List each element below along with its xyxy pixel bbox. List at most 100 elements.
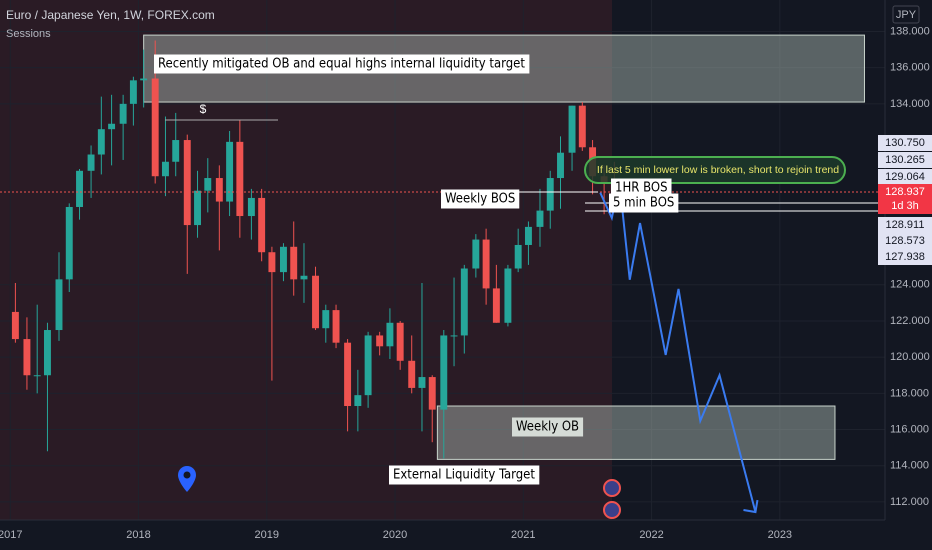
candle-body (364, 335, 372, 396)
price-label: 128.911 (886, 219, 925, 231)
price-label: 130.265 (885, 154, 925, 166)
candle-body (194, 190, 201, 226)
candle-body (428, 377, 436, 410)
x-tick-label: 2021 (511, 529, 535, 541)
projection-arrow (743, 499, 759, 514)
price-label-bg (878, 233, 932, 249)
y-tick-label: 120.000 (890, 351, 930, 363)
candle-body (76, 170, 83, 207)
subtitle: Sessions (6, 28, 51, 40)
candle-body (322, 310, 330, 329)
candle-body (472, 239, 480, 269)
candle-body (492, 288, 500, 323)
countdown-bg (878, 198, 932, 214)
currency: JPY (896, 9, 917, 21)
candle-body (332, 310, 340, 343)
session-shade (0, 0, 612, 520)
candle-body (504, 268, 512, 323)
price-label-bg (878, 249, 932, 265)
x-tick-label: 2023 (768, 529, 792, 541)
candle-body (344, 342, 352, 407)
y-tick-label: 116.000 (890, 423, 929, 435)
zone-label: Weekly OB (516, 420, 579, 435)
axes: 138.000 136.000 134.000 124.000 122.000 120.0… (0, 25, 932, 541)
candle-body (268, 252, 276, 273)
candle-body (247, 197, 255, 217)
candle-body (418, 377, 426, 388)
candle-body (258, 197, 266, 253)
x-tick-label: 2020 (383, 529, 407, 541)
candle-body (140, 78, 148, 81)
x-tick-label: 2019 (255, 529, 279, 541)
candle-body (376, 335, 384, 347)
candle-body (161, 161, 169, 177)
candle-body (568, 105, 576, 153)
x-tick-label: 2018 (126, 529, 150, 541)
candle-body (524, 226, 532, 245)
candle-body (87, 154, 95, 171)
y-tick-label: 112.000 (890, 496, 929, 508)
candle-body (482, 239, 490, 289)
candle-body (279, 246, 287, 273)
candle-body (183, 140, 191, 226)
currency-box (892, 5, 920, 24)
external-liquidity: External Liquidity Target (393, 468, 535, 483)
location-icon (178, 466, 196, 492)
candle-body (11, 311, 19, 340)
y-tick-label: 114.000 (890, 460, 929, 472)
candle-body (43, 330, 51, 376)
candle-body (65, 206, 73, 280)
candle-body (172, 140, 180, 162)
price-label-bg (878, 169, 932, 185)
candle-body (215, 178, 223, 202)
hr-bos: 1HR BOS (615, 181, 668, 196)
y-tick-label: 138.000 (890, 25, 930, 37)
price-label-bg (878, 135, 932, 151)
location-icon-dot (183, 471, 191, 479)
x-tick-label: 2017 (0, 529, 23, 541)
price-label: 127.938 (885, 251, 925, 263)
candle-body (97, 129, 105, 155)
note-text: If last 5 min lower low is broken, short… (597, 164, 839, 176)
chart-title: Euro / Japanese Yen, 1W, FOREX.com (6, 8, 215, 22)
price-label: 128.937 (885, 186, 925, 198)
candle-body (204, 178, 212, 191)
event-icon[interactable] (603, 501, 621, 519)
candle-body (578, 105, 586, 148)
candle-body (312, 275, 319, 329)
label-bg (609, 193, 679, 213)
label-bg (389, 465, 540, 485)
event-icon[interactable] (603, 479, 621, 497)
candle-body (440, 335, 448, 410)
candle-body (151, 78, 159, 177)
candle-body (354, 395, 362, 407)
y-tick-label: 124.000 (890, 279, 930, 291)
candles (11, 40, 618, 459)
price-axis (885, 0, 932, 550)
zone-label: Recently mitigated OB and equal highs in… (158, 57, 525, 72)
price-label-bg (878, 217, 932, 233)
candle-body (226, 141, 234, 202)
candle-body (290, 246, 298, 280)
y-tick-label: 136.000 (890, 62, 930, 74)
y-tick-label: 134.000 (890, 98, 930, 110)
candle-body (300, 275, 308, 280)
candle-body (450, 335, 458, 337)
candle-body (386, 322, 394, 347)
dollar-label: $ (200, 102, 207, 116)
candle-body (129, 80, 137, 104)
candle-body (408, 360, 416, 388)
candle-body (396, 322, 404, 361)
label-bg (611, 178, 672, 198)
y-tick-label: 122.000 (890, 315, 930, 327)
weekly-bos: Weekly BOS (445, 192, 515, 207)
price-label-bg (878, 184, 932, 200)
candle-body (536, 210, 544, 227)
candle-body (546, 178, 554, 211)
price-label: 128.573 (885, 235, 925, 247)
candle-body (236, 141, 244, 217)
countdown: 1d 3h (891, 200, 919, 212)
candle-body (557, 152, 564, 179)
candle-body (55, 279, 63, 331)
